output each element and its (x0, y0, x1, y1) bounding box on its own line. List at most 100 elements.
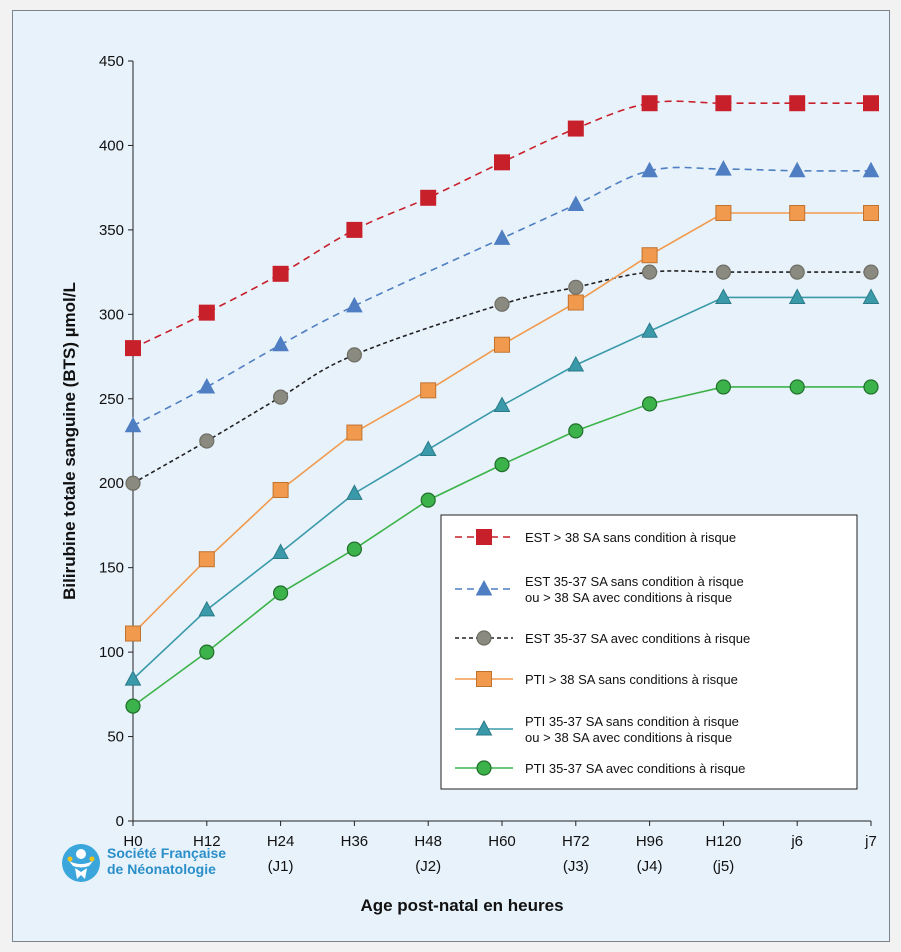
x-axis-title: Age post-natal en heures (360, 896, 563, 915)
data-point (789, 95, 806, 112)
x-tick-sublabel: (J4) (637, 858, 663, 875)
x-tick-label: H48 (414, 833, 442, 850)
data-point (494, 336, 510, 353)
data-point (198, 600, 216, 617)
data-point (715, 205, 732, 221)
data-point (125, 475, 141, 491)
legend-label: EST > 38 SA sans condition à risque (525, 530, 736, 545)
data-point (420, 492, 436, 508)
data-point (198, 551, 215, 568)
data-point (198, 377, 216, 394)
legend-label: EST 35-37 SA sans condition à risque (525, 574, 744, 589)
data-point (641, 322, 658, 338)
data-point (641, 247, 658, 264)
legend-marker (476, 529, 492, 545)
data-point (641, 95, 658, 112)
legend-marker (475, 579, 493, 596)
data-point (493, 396, 511, 413)
y-tick-label: 50 (107, 729, 124, 746)
legend-marker (475, 719, 493, 736)
x-tick-label: j7 (864, 833, 877, 850)
y-tick-label: 100 (99, 644, 124, 661)
data-point (272, 265, 289, 282)
chart-frame: 0 50 100 150 200 250 300 350 400 450 H0 H12 H24 (J1) H… (12, 10, 890, 942)
y-axis-title: Bilirubine totale sanguine (BTS) µmol/L (60, 282, 79, 600)
y-tick-label: 300 (99, 306, 124, 323)
data-point (568, 423, 584, 439)
baby-figure-icon (62, 844, 100, 882)
data-point (788, 161, 806, 178)
legend-item: EST 35-37 SA avec conditions à risque (455, 630, 750, 646)
data-point (567, 195, 585, 212)
x-tick-label: H24 (267, 833, 295, 850)
legend-label: EST 35-37 SA avec conditions à risque (525, 631, 750, 646)
data-point (272, 335, 289, 352)
data-point (198, 304, 215, 321)
data-point (124, 416, 142, 433)
x-tick-sublabel: (J3) (563, 858, 589, 875)
data-point (863, 264, 879, 280)
data-point (494, 154, 510, 171)
x-tick-label: H36 (341, 833, 369, 850)
y-tick-label: 0 (116, 813, 124, 830)
data-point (346, 221, 363, 238)
data-point (862, 161, 880, 178)
data-point (125, 340, 141, 357)
data-point (789, 205, 806, 221)
logo-text-line1: Société Française (107, 845, 227, 861)
logo-text-line2: de Néonatologie (107, 861, 216, 877)
x-tick-label: H120 (705, 833, 741, 850)
data-point (641, 161, 658, 178)
data-point (419, 440, 437, 456)
legend-label: ou > 38 SA avec conditions à risque (525, 590, 732, 605)
data-point (346, 347, 362, 363)
data-point (125, 698, 141, 714)
y-tick-label: 400 (99, 137, 124, 154)
x-tick-sublabel: (J2) (415, 858, 441, 875)
data-point (125, 625, 141, 642)
series-5 (124, 288, 880, 686)
series-1 (125, 95, 879, 357)
data-point (715, 160, 732, 176)
data-point (862, 288, 880, 304)
data-point (346, 424, 363, 441)
x-tick-label: H72 (562, 833, 590, 850)
series-2 (124, 160, 880, 433)
y-tick-label: 450 (99, 53, 124, 70)
data-point (641, 396, 658, 412)
data-point (789, 379, 805, 395)
series-6 (125, 379, 879, 714)
data-point (863, 205, 879, 221)
legend-label: PTI 35-37 SA avec conditions à risque (525, 761, 745, 776)
data-point (273, 389, 289, 405)
y-tick-label: 200 (99, 475, 124, 492)
data-point (715, 288, 732, 304)
line-chart: 0 50 100 150 200 250 300 350 400 450 H0 H12 H24 (J1) H… (60, 53, 880, 915)
data-point (788, 288, 806, 304)
data-point (420, 189, 437, 206)
data-point (863, 379, 879, 395)
legend-label: PTI > 38 SA sans conditions à risque (525, 672, 738, 687)
x-tick-label: j6 (790, 833, 803, 850)
data-point (494, 296, 510, 312)
x-tick-label: H96 (636, 833, 664, 850)
x-tick-label: H12 (193, 833, 221, 850)
data-point (568, 279, 584, 295)
x-tick-sublabel: (J1) (268, 858, 294, 875)
data-point (567, 120, 584, 137)
legend-item: PTI > 38 SA sans conditions à risque (455, 671, 738, 687)
legend-item: EST > 38 SA sans condition à risque (455, 529, 736, 545)
legend: EST > 38 SA sans condition à risque EST 3… (440, 514, 858, 790)
data-point (346, 296, 363, 313)
legend-marker (476, 671, 492, 687)
data-point (273, 585, 289, 601)
legend-marker (476, 760, 492, 776)
data-point (124, 670, 142, 686)
legend-label: ou > 38 SA avec conditions à risque (525, 730, 732, 745)
data-point (641, 264, 658, 280)
x-tick-label: H0 (123, 833, 142, 850)
series-line (132, 166, 872, 427)
data-point (567, 294, 584, 311)
